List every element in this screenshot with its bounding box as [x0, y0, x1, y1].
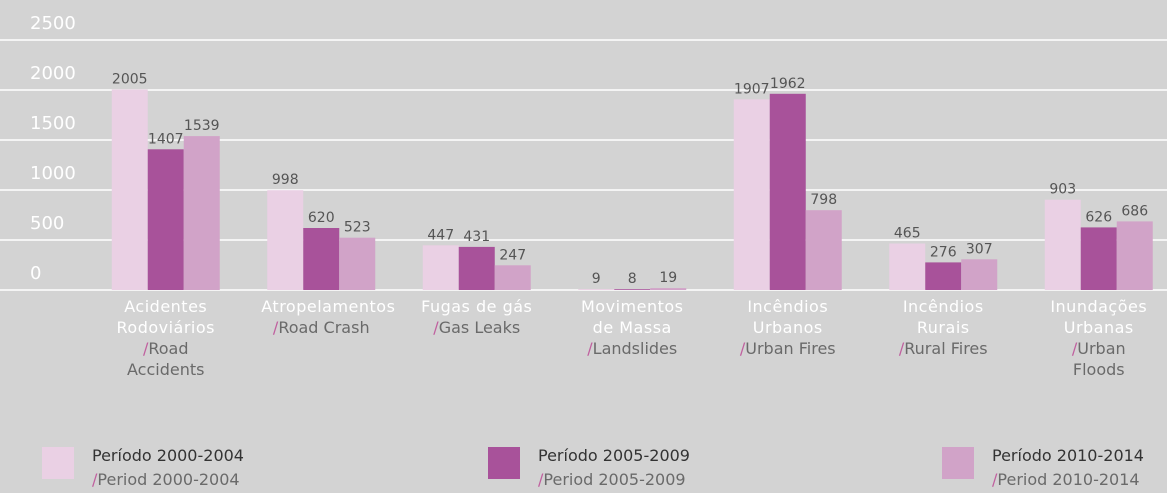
- bar: [303, 228, 340, 290]
- legend-name-en: /Period 2000-2004: [92, 470, 240, 489]
- value-label: 276: [930, 244, 957, 260]
- category-name: Movimentos de Massa: [581, 297, 684, 337]
- category-label: Incêndios Rurais/Rural Fires: [871, 296, 1015, 359]
- category-label: Fugas de gás/Gas Leaks: [405, 296, 549, 338]
- value-label: 1907: [734, 81, 770, 97]
- category-name-en: /Road Crash: [272, 318, 370, 337]
- bar: [111, 89, 148, 290]
- y-tick-label: 0: [30, 263, 41, 284]
- legend-swatch: [942, 447, 974, 479]
- legend-name-en: /Period 2010-2014: [992, 470, 1140, 489]
- value-label: 620: [308, 210, 335, 226]
- bar: [339, 237, 376, 290]
- legend-name: Período 2005-2009: [538, 446, 690, 465]
- bar: [614, 289, 651, 290]
- value-label: 431: [463, 229, 490, 245]
- bar: [961, 259, 998, 290]
- bar: [1044, 199, 1081, 290]
- bar: [422, 245, 459, 290]
- bar: [769, 93, 806, 290]
- category-name-en: /Urban Floods: [1071, 339, 1126, 379]
- y-tick-label: 1500: [30, 113, 76, 134]
- value-label: 798: [810, 192, 837, 208]
- value-label: 2005: [112, 72, 148, 88]
- category-name-en: /Landslides: [587, 339, 678, 358]
- value-label: 686: [1121, 203, 1148, 219]
- value-label: 465: [894, 226, 921, 242]
- bar: [889, 243, 926, 290]
- category-name: Fugas de gás: [421, 297, 533, 316]
- value-label: 307: [966, 241, 993, 257]
- category-name: Inundações Urbanas: [1050, 297, 1148, 337]
- category-name: Incêndios Rurais: [902, 297, 984, 337]
- legend-entry: Período 2000-2004/Period 2000-2004: [92, 444, 244, 492]
- category-label: Inundações Urbanas/Urban Floods: [1027, 296, 1167, 380]
- value-label: 447: [427, 227, 454, 243]
- bar: [578, 289, 615, 290]
- category-name: Atropelamentos: [261, 297, 396, 316]
- value-label: 523: [344, 220, 371, 236]
- bar: [458, 246, 495, 290]
- bar: [147, 149, 184, 290]
- value-label: 1539: [184, 118, 220, 134]
- value-label: 247: [499, 247, 526, 263]
- value-label: 1962: [770, 76, 806, 92]
- bar: [1080, 227, 1117, 290]
- legend-name-en: /Period 2005-2009: [538, 470, 686, 489]
- y-tick-label: 2000: [30, 63, 76, 84]
- bar: [1116, 221, 1153, 290]
- category-name: Incêndios Urbanos: [747, 297, 829, 337]
- category-label: Incêndios Urbanos/Urban Fires: [716, 296, 860, 359]
- category-label: Movimentos de Massa/Landslides: [560, 296, 704, 359]
- category-name-en: /Road Accidents: [127, 339, 205, 379]
- category-label: Atropelamentos/Road Crash: [249, 296, 396, 338]
- bar: [925, 262, 962, 290]
- category-name-en: /Rural Fires: [898, 339, 988, 358]
- value-label: 903: [1049, 182, 1076, 198]
- y-tick-label: 2500: [30, 13, 76, 34]
- y-tick-label: 500: [30, 213, 64, 234]
- value-label: 19: [659, 270, 677, 286]
- category-name-en: /Urban Fires: [739, 339, 836, 358]
- bar: [805, 210, 842, 290]
- value-label: 998: [272, 172, 299, 188]
- y-tick-label: 1000: [30, 163, 76, 184]
- legend-name: Período 2000-2004: [92, 446, 244, 465]
- legend-entry: Período 2010-2014/Period 2010-2014: [992, 444, 1144, 492]
- value-label: 626: [1085, 209, 1112, 225]
- value-label: 1407: [148, 131, 184, 147]
- legend-swatch: [488, 447, 520, 479]
- legend-name: Período 2010-2014: [992, 446, 1144, 465]
- bar: [267, 190, 304, 290]
- legend-entry: Período 2005-2009/Period 2005-2009: [538, 444, 690, 492]
- value-label: 9: [592, 271, 601, 287]
- category-name: Acidentes Rodoviários: [116, 297, 215, 337]
- value-label: 8: [628, 271, 637, 287]
- category-label: Acidentes Rodoviários/Road Accidents: [94, 296, 238, 380]
- bar: [494, 265, 531, 290]
- bar: [650, 288, 687, 290]
- bar: [733, 99, 770, 290]
- bar: [183, 136, 220, 290]
- category-name-en: /Gas Leaks: [433, 318, 521, 337]
- legend-swatch: [42, 447, 74, 479]
